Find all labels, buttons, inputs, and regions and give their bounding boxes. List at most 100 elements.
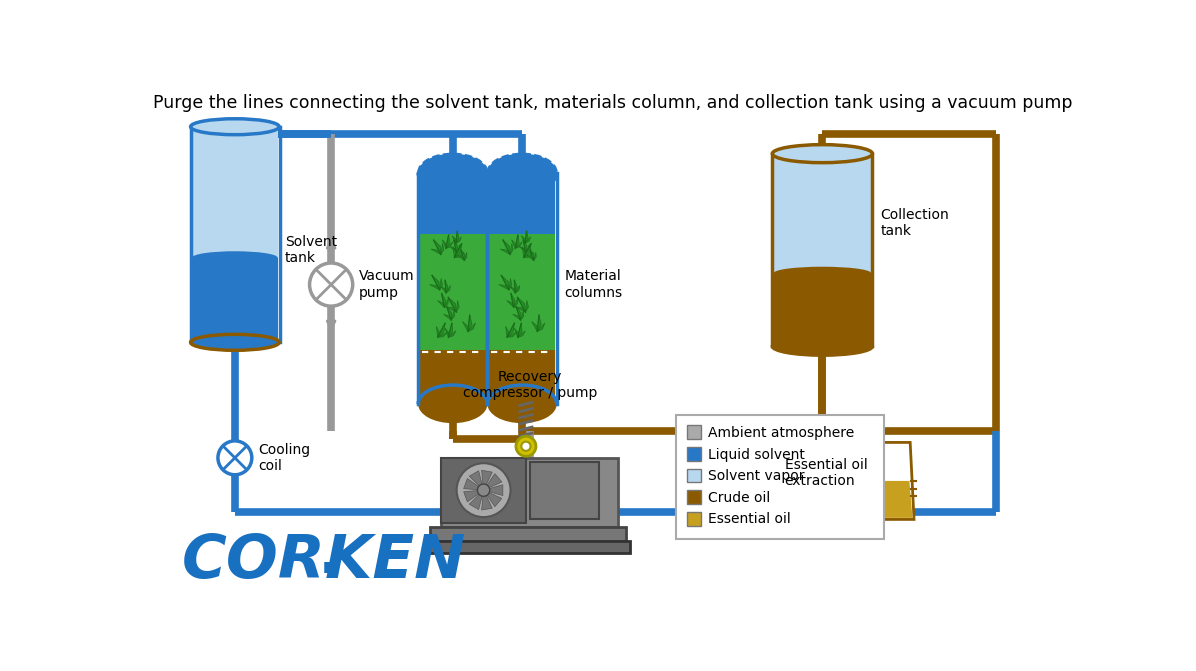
Polygon shape <box>454 244 462 258</box>
Polygon shape <box>523 247 525 258</box>
Polygon shape <box>524 244 531 258</box>
Polygon shape <box>854 442 914 519</box>
Polygon shape <box>515 307 525 312</box>
Circle shape <box>457 463 511 517</box>
Polygon shape <box>532 321 537 331</box>
Circle shape <box>515 436 536 456</box>
Polygon shape <box>451 311 454 320</box>
Polygon shape <box>482 470 493 490</box>
Ellipse shape <box>190 119 279 135</box>
Ellipse shape <box>773 337 872 355</box>
Polygon shape <box>457 301 459 312</box>
Polygon shape <box>463 321 468 331</box>
Polygon shape <box>509 286 515 293</box>
Polygon shape <box>456 231 459 243</box>
Polygon shape <box>525 231 529 243</box>
Polygon shape <box>514 299 518 307</box>
Text: Recovery
compressor / pump: Recovery compressor / pump <box>463 370 597 400</box>
Polygon shape <box>446 242 453 248</box>
Polygon shape <box>464 252 466 260</box>
Polygon shape <box>431 249 441 254</box>
Polygon shape <box>483 490 502 507</box>
Bar <box>687 468 701 482</box>
Polygon shape <box>525 301 529 312</box>
Polygon shape <box>507 323 514 338</box>
Bar <box>441 458 526 523</box>
Text: Purge the lines connecting the solvent tank, materials column, and collection ta: Purge the lines connecting the solvent t… <box>153 95 1073 112</box>
Polygon shape <box>511 294 515 307</box>
Polygon shape <box>429 285 440 290</box>
Polygon shape <box>519 246 526 253</box>
Circle shape <box>310 263 353 306</box>
Circle shape <box>521 442 531 451</box>
Polygon shape <box>445 328 448 338</box>
Polygon shape <box>453 247 456 258</box>
Polygon shape <box>445 299 448 307</box>
Ellipse shape <box>773 145 872 162</box>
Polygon shape <box>518 331 525 338</box>
Bar <box>687 425 701 440</box>
Polygon shape <box>527 256 533 260</box>
Polygon shape <box>523 240 527 253</box>
Polygon shape <box>444 314 451 320</box>
Polygon shape <box>464 478 483 490</box>
Polygon shape <box>469 490 483 509</box>
Bar <box>773 154 872 346</box>
Polygon shape <box>441 294 446 307</box>
Polygon shape <box>432 275 440 290</box>
Polygon shape <box>514 328 518 338</box>
Polygon shape <box>446 307 457 312</box>
Bar <box>687 512 701 525</box>
Polygon shape <box>504 240 511 254</box>
Polygon shape <box>469 471 483 490</box>
Bar <box>441 458 618 527</box>
Polygon shape <box>468 315 472 331</box>
Bar <box>774 154 871 273</box>
Polygon shape <box>514 280 518 293</box>
Bar <box>530 462 599 519</box>
Polygon shape <box>507 332 517 338</box>
Text: Essential oil
extraction: Essential oil extraction <box>785 458 867 488</box>
Bar <box>774 273 871 345</box>
Polygon shape <box>500 249 511 254</box>
Bar <box>191 127 280 342</box>
Bar <box>193 127 277 258</box>
Ellipse shape <box>488 385 557 423</box>
Bar <box>429 527 626 541</box>
Text: Solvent
tank: Solvent tank <box>285 235 337 265</box>
Bar <box>489 172 555 404</box>
Bar <box>193 258 277 342</box>
Ellipse shape <box>193 251 277 264</box>
Polygon shape <box>525 237 531 243</box>
Polygon shape <box>512 240 515 248</box>
Text: Collection
tank: Collection tank <box>880 208 948 238</box>
Polygon shape <box>517 307 521 320</box>
Polygon shape <box>453 240 458 253</box>
Bar <box>687 490 701 504</box>
Polygon shape <box>530 249 533 260</box>
Ellipse shape <box>419 385 488 423</box>
Polygon shape <box>506 326 508 338</box>
Polygon shape <box>537 323 545 331</box>
Bar <box>426 541 630 552</box>
Polygon shape <box>454 252 464 258</box>
Polygon shape <box>464 490 483 502</box>
Polygon shape <box>460 249 465 260</box>
Polygon shape <box>438 323 445 338</box>
Polygon shape <box>501 275 509 290</box>
Bar <box>420 172 486 234</box>
Polygon shape <box>447 307 452 320</box>
Ellipse shape <box>774 266 871 279</box>
Polygon shape <box>448 323 453 338</box>
Polygon shape <box>483 474 502 490</box>
Bar <box>687 447 701 461</box>
Polygon shape <box>518 323 523 338</box>
Polygon shape <box>511 244 513 254</box>
Polygon shape <box>437 326 439 338</box>
Polygon shape <box>515 242 523 248</box>
Polygon shape <box>509 278 512 290</box>
Circle shape <box>218 441 252 475</box>
Polygon shape <box>434 240 441 254</box>
Polygon shape <box>518 297 525 312</box>
Polygon shape <box>440 278 443 290</box>
